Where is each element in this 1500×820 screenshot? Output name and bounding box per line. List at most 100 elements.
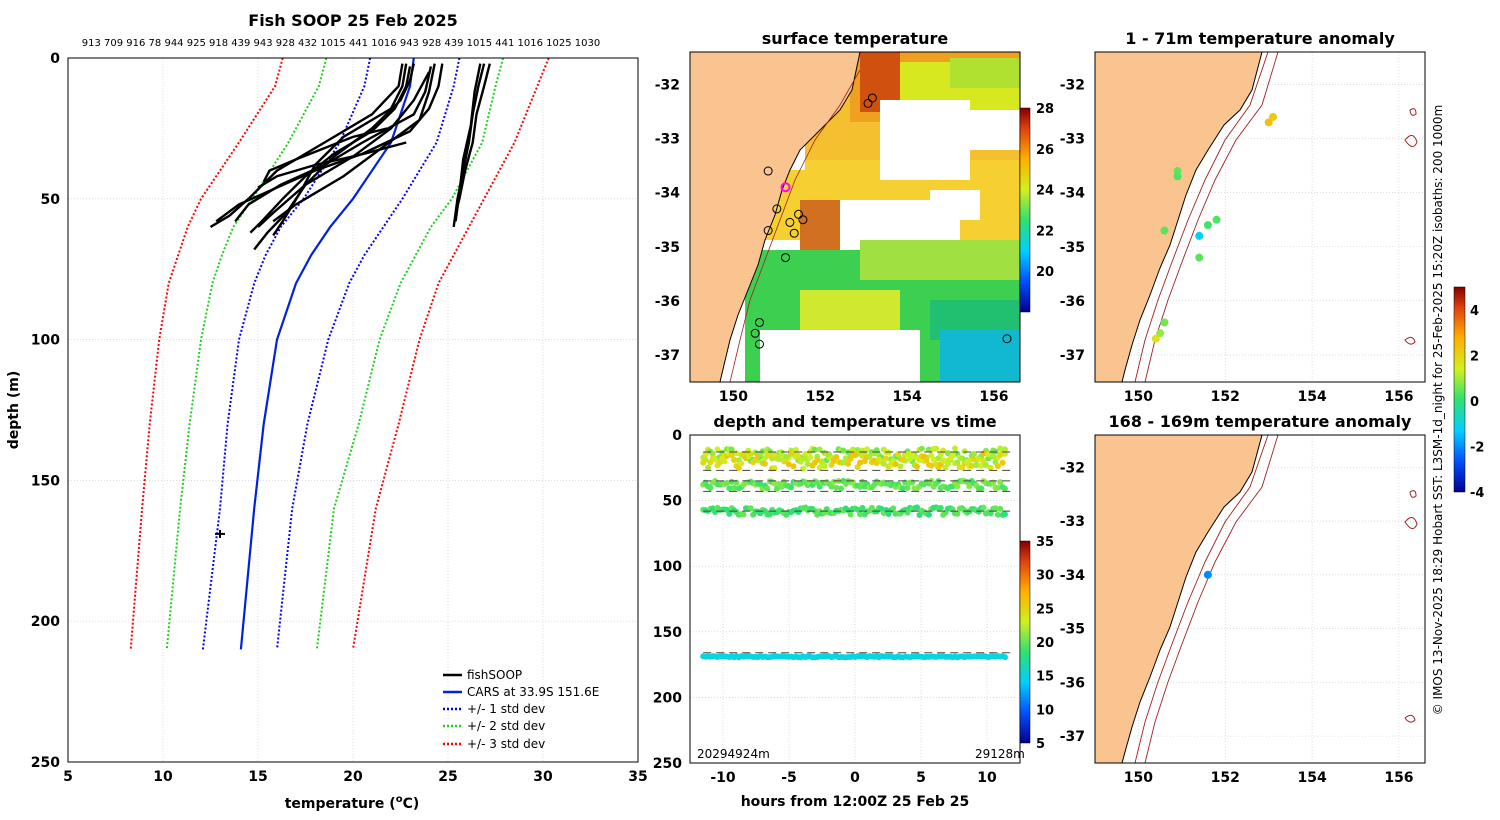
anom2-ytick: -36 bbox=[1060, 675, 1085, 691]
legend-std1: +/- 1 std dev bbox=[467, 702, 545, 716]
ts-point bbox=[728, 452, 735, 459]
profile-axes-box bbox=[67, 57, 639, 763]
ts-point bbox=[952, 445, 959, 452]
ts-xtick: 10 bbox=[977, 770, 997, 786]
ts-ytick: 50 bbox=[663, 494, 683, 510]
profile-xlabel: temperature (oC) bbox=[285, 794, 420, 812]
anom2-ticks: 150 152 154 156 -32 -33 -34 -35 -36 -37 bbox=[1060, 460, 1414, 786]
ts-point bbox=[999, 459, 1006, 466]
anom1-map bbox=[1095, 52, 1425, 382]
ts-point bbox=[978, 462, 985, 469]
anom-colorbar-ticks: 4 2 0 -2 -4 bbox=[1470, 304, 1484, 501]
ts-point bbox=[721, 458, 728, 465]
sst-station-11 bbox=[867, 93, 877, 103]
ts-point bbox=[1001, 485, 1008, 492]
ts-point bbox=[857, 511, 864, 518]
anom2-ytick: -34 bbox=[1060, 568, 1086, 584]
ts-point bbox=[840, 447, 847, 454]
ts-xtick: 0 bbox=[850, 770, 860, 786]
ts-point bbox=[709, 450, 716, 457]
ts-point bbox=[918, 445, 925, 452]
ts-point bbox=[994, 511, 1001, 518]
sst-map bbox=[690, 52, 1020, 382]
ts-point bbox=[766, 452, 773, 459]
anom2-xtick: 156 bbox=[1384, 770, 1413, 786]
ts-point bbox=[795, 452, 802, 459]
ts-cbar-tick: 5 bbox=[1036, 737, 1045, 752]
anom2-ytick: -33 bbox=[1060, 514, 1085, 530]
sst-station-13 bbox=[1002, 334, 1012, 344]
anom2-map bbox=[1095, 435, 1425, 763]
ts-point bbox=[790, 463, 797, 470]
anom2-seamounts bbox=[1404, 490, 1418, 723]
ts-point bbox=[771, 465, 778, 472]
sst-title: surface temperature bbox=[762, 29, 949, 48]
ts-point bbox=[982, 461, 989, 468]
anom2-xtick: 150 bbox=[1124, 770, 1153, 786]
ts-point bbox=[997, 479, 1004, 486]
anom2-ytick: -35 bbox=[1060, 622, 1085, 638]
sst-cbar-tick: 20 bbox=[1036, 265, 1054, 280]
ts-point bbox=[712, 456, 719, 463]
anom1-xtick: 152 bbox=[1211, 389, 1240, 405]
ts-point bbox=[776, 456, 783, 463]
sst-station-10 bbox=[754, 339, 764, 349]
ts-point bbox=[944, 450, 951, 457]
anom1-point-8 bbox=[1156, 329, 1165, 338]
anom1-seamounts bbox=[1404, 108, 1418, 345]
ts-point bbox=[854, 506, 861, 513]
sst-cbar-tick: 24 bbox=[1036, 184, 1054, 199]
legend-std2: +/- 2 std dev bbox=[467, 719, 545, 733]
profile-xtick: 30 bbox=[533, 769, 553, 785]
sst-station-3 bbox=[794, 209, 804, 219]
anom-colorbar bbox=[1453, 286, 1466, 493]
anom1-xtick: 154 bbox=[1297, 389, 1326, 405]
anom1-ticks: 150 152 154 156 -32 -33 -34 -35 -36 -37 bbox=[1060, 77, 1414, 405]
anom2-isobath-200 bbox=[1134, 435, 1269, 763]
sst-xtick: 156 bbox=[979, 389, 1008, 405]
ts-point bbox=[980, 504, 987, 511]
sst-xtick: 154 bbox=[892, 389, 921, 405]
anom1-point-4 bbox=[1212, 215, 1221, 224]
ts-point bbox=[892, 461, 899, 468]
profile-line-2std bbox=[165, 58, 328, 650]
profile-grid bbox=[67, 57, 639, 763]
ts-point bbox=[883, 455, 890, 462]
anom2-points bbox=[1203, 570, 1212, 579]
sst-stations bbox=[750, 93, 1012, 349]
ts-cbar-tick: 35 bbox=[1036, 535, 1054, 550]
sst-ytick: -36 bbox=[655, 294, 680, 310]
ts-point bbox=[783, 453, 790, 460]
ts-point bbox=[930, 456, 937, 463]
ts-point bbox=[914, 504, 921, 511]
profile-xtick: 25 bbox=[438, 769, 457, 785]
profile-ytick: 0 bbox=[50, 51, 60, 67]
ts-point bbox=[975, 456, 982, 463]
anom2-axes-box bbox=[1094, 434, 1426, 764]
anom1-point-5 bbox=[1195, 231, 1204, 240]
ts-point bbox=[959, 455, 966, 462]
ts-point bbox=[940, 457, 947, 464]
timeseries-panel: depth and temperature vs time -10 -5 0 5 100… bbox=[653, 412, 1054, 810]
ts-point bbox=[971, 456, 978, 463]
fish-profile-10 bbox=[454, 63, 482, 222]
ts-point bbox=[773, 485, 780, 492]
sst-ytick: -34 bbox=[655, 186, 681, 202]
ts-point bbox=[897, 463, 904, 470]
ts-point bbox=[764, 485, 771, 492]
ts-point bbox=[994, 463, 1001, 470]
ts-point bbox=[726, 485, 733, 492]
ts-point bbox=[899, 456, 906, 463]
ts-point bbox=[702, 451, 709, 458]
ts-point bbox=[842, 455, 849, 462]
anom1-points bbox=[1151, 112, 1278, 343]
ts-point bbox=[849, 446, 856, 453]
anom2-panel: 168 - 169m temperature anomaly 150 152 154… bbox=[1060, 286, 1484, 786]
ts-point bbox=[792, 447, 799, 454]
profile-ytick: 100 bbox=[31, 333, 60, 349]
ts-point bbox=[859, 478, 866, 485]
timeseries-title: depth and temperature vs time bbox=[713, 412, 996, 431]
anom2-isobath-1000 bbox=[1144, 435, 1279, 763]
ts-point bbox=[997, 445, 1004, 452]
ts-point bbox=[954, 483, 961, 490]
